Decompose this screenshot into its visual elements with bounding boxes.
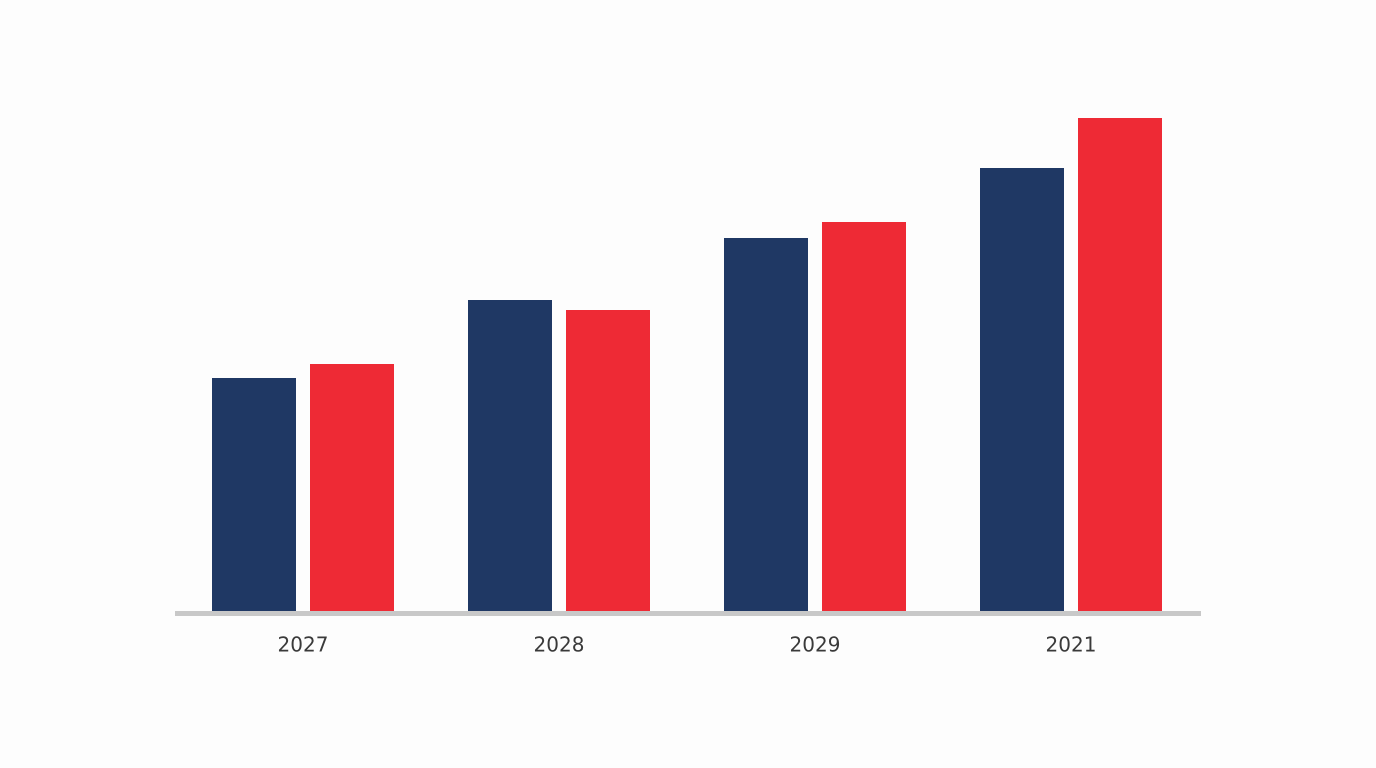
bar: [468, 300, 552, 611]
x-tick-label: 2028: [534, 633, 585, 657]
bar: [566, 310, 650, 611]
x-axis-line: [175, 611, 1201, 616]
bar: [212, 378, 296, 611]
bar: [1078, 118, 1162, 611]
bar: [724, 238, 808, 611]
x-tick-label: 2027: [278, 633, 329, 657]
bar: [822, 222, 906, 611]
bar: [310, 364, 394, 611]
bar: [980, 168, 1064, 611]
x-tick-label: 2021: [1046, 633, 1097, 657]
x-tick-label: 2029: [790, 633, 841, 657]
